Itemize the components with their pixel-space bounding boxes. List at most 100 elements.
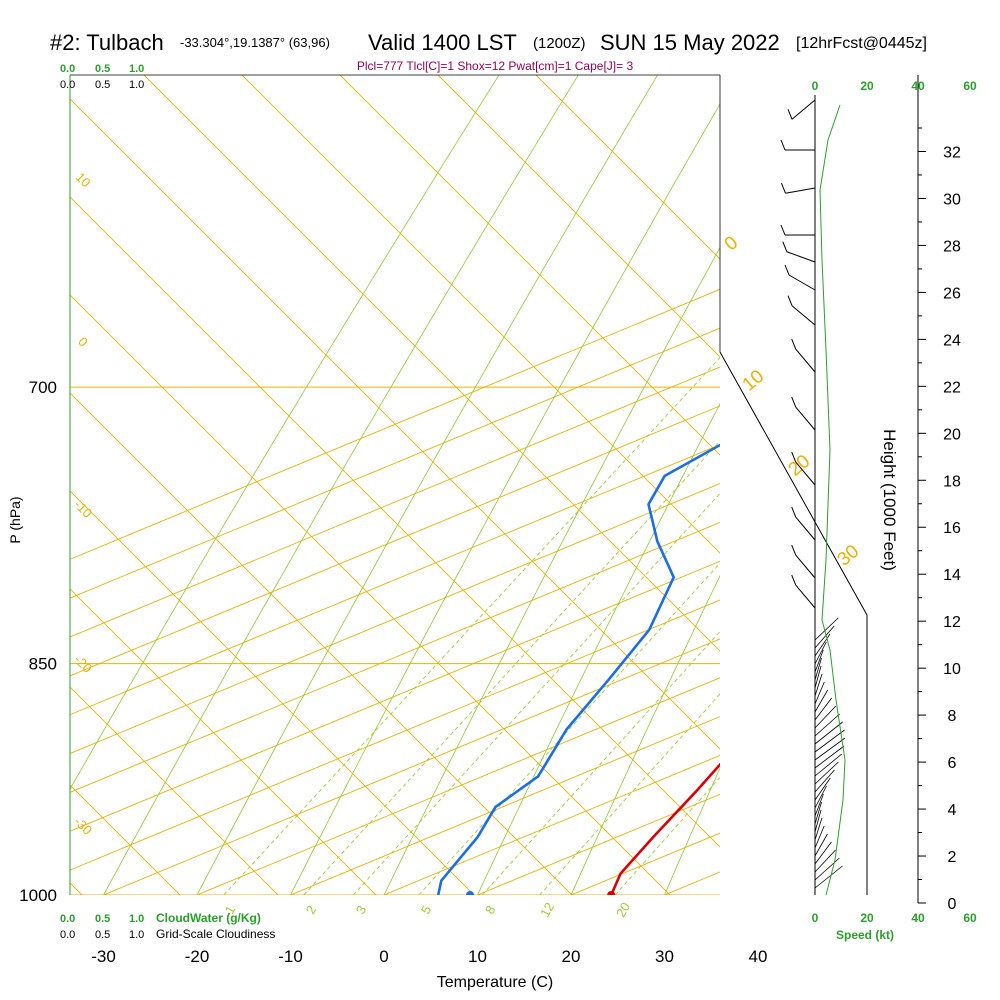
- wind-speed-tick: 40: [911, 911, 925, 925]
- x-axis-title: Temperature (C): [437, 974, 553, 991]
- wind-barb-flag: [787, 109, 793, 120]
- mixing-ratio-line: [614, 776, 720, 895]
- isotherm-label: 10: [73, 169, 94, 190]
- height-tick-label: 24: [943, 332, 961, 349]
- height-tick-label: 32: [943, 144, 961, 161]
- height-tick-label: 8: [948, 708, 957, 725]
- wind-barb-flag: [780, 139, 786, 151]
- wind-barb: [814, 817, 823, 841]
- cloud-water-label: CloudWater (g/Kg): [156, 911, 261, 925]
- cloud-water-value: 1.0: [129, 913, 144, 925]
- mixing-ratio-line: [303, 440, 720, 895]
- temperature-surface-marker: [607, 891, 616, 895]
- isotherms: [70, 75, 720, 895]
- mixing-ratio-lines: [223, 356, 720, 895]
- diagonal-guide-line: [535, 75, 720, 260]
- isotherm-label: 0: [75, 334, 91, 350]
- wind-barb: [814, 689, 829, 713]
- wind-barb: [814, 705, 837, 729]
- dry-adiabat-label: 30: [834, 541, 864, 571]
- wind-barb-flag: [791, 506, 797, 518]
- cloud-cover-value: 0.5: [95, 929, 110, 941]
- dewpoint-surface-marker: [466, 891, 475, 895]
- diagonal-guide-line: [70, 196, 720, 848]
- dry-adiabat-line: [290, 103, 720, 895]
- height-axis-title: Height (1000 Feet): [880, 429, 899, 571]
- wind-barb: [795, 554, 816, 579]
- mixing-ratio-line: [223, 356, 720, 895]
- dry-adiabat-label: 10: [739, 366, 769, 396]
- height-tick-label: 16: [943, 520, 961, 537]
- diagonal-guide-line: [339, 75, 720, 456]
- x-tick-label: -30: [91, 947, 116, 966]
- height-tick-label: 0: [948, 896, 957, 913]
- dry-adiabat-line: [570, 574, 720, 895]
- wind-barb-flag: [791, 338, 797, 350]
- isotherm-line: [70, 405, 720, 677]
- x-tick-label: -20: [185, 947, 210, 966]
- wind-barb: [814, 777, 831, 801]
- dry-adiabat-line: [383, 246, 720, 895]
- cloud-scale-top: 0.0 0.5 1.0 0.0 0.5 1.0: [60, 63, 144, 91]
- diagonal-guide-line: [143, 75, 720, 652]
- x-tick-label: 0: [379, 947, 388, 966]
- cloudiness-label: Grid-Scale Cloudiness: [156, 927, 275, 941]
- mixing-ratio-line: [352, 492, 720, 895]
- wind-barb-flag: [780, 224, 786, 236]
- isotherm-line: [70, 599, 720, 871]
- height-tick-label: 22: [943, 379, 961, 396]
- x-tick-label: 40: [749, 947, 768, 966]
- diagonal-guide-line: [437, 75, 720, 358]
- mixing-ratio-line: [539, 693, 720, 895]
- dry-adiabat-line: [103, 75, 579, 895]
- wind-barb: [795, 461, 816, 486]
- wind-barb: [788, 274, 816, 291]
- wind-barb: [795, 516, 816, 541]
- isotherm-line: [383, 754, 720, 895]
- isotherm-line: [70, 288, 720, 560]
- wind-barb: [814, 665, 822, 689]
- wind-barb: [786, 251, 816, 263]
- x-tick-label: 30: [655, 947, 674, 966]
- wind-speed-tick: 20: [860, 911, 874, 925]
- dewpoint-trace: [436, 443, 720, 895]
- wind-barb: [814, 633, 831, 657]
- wind-barb: [814, 849, 836, 873]
- mixing-ratio-line: [418, 562, 720, 895]
- sounding-traces: [436, 443, 720, 895]
- dry-adiabat-label: 0: [721, 232, 743, 255]
- isotherm-line: [570, 832, 720, 895]
- cloud-water-value: 0.5: [95, 63, 110, 75]
- temperature-trace: [610, 762, 720, 895]
- pressure-tick-label: 850: [29, 655, 57, 674]
- height-tick-label: 18: [943, 473, 961, 490]
- station-title: #2: Tulbach: [50, 30, 164, 55]
- isotherm-label: -30: [71, 814, 95, 838]
- wind-barb-flag: [782, 241, 788, 252]
- x-axis-labels: -30 -20 -10 0 10 20 30 40: [91, 947, 767, 966]
- wind-barb: [814, 785, 827, 809]
- wind-barb-flag: [791, 544, 797, 556]
- wind-barb: [814, 809, 822, 833]
- wind-barb: [814, 865, 843, 889]
- stability-indices: Plcl=777 Tlcl[C]=1 Shox=12 Pwat[cm]=1 Ca…: [357, 59, 634, 73]
- wind-barb: [814, 841, 832, 865]
- pressure-tick-label: 700: [29, 378, 57, 397]
- x-tick-label: -10: [278, 947, 303, 966]
- wind-barb: [814, 657, 822, 681]
- wind-barb: [814, 745, 845, 769]
- height-scale-boundary: [719, 351, 868, 895]
- isotherm-line: [70, 483, 720, 755]
- isobars: [70, 386, 720, 895]
- wind-barb: [791, 99, 816, 120]
- dry-adiabat-line: [70, 75, 500, 790]
- height-tick-label: 30: [943, 191, 961, 208]
- wind-barb: [814, 649, 824, 673]
- height-tick-label: 14: [943, 567, 961, 584]
- isotherm-label: -20: [71, 652, 95, 676]
- height-tick-label: 10: [943, 661, 961, 678]
- cloud-cover-value: 0.0: [60, 929, 75, 941]
- wind-barb: [814, 801, 822, 825]
- wind-barb: [814, 737, 846, 761]
